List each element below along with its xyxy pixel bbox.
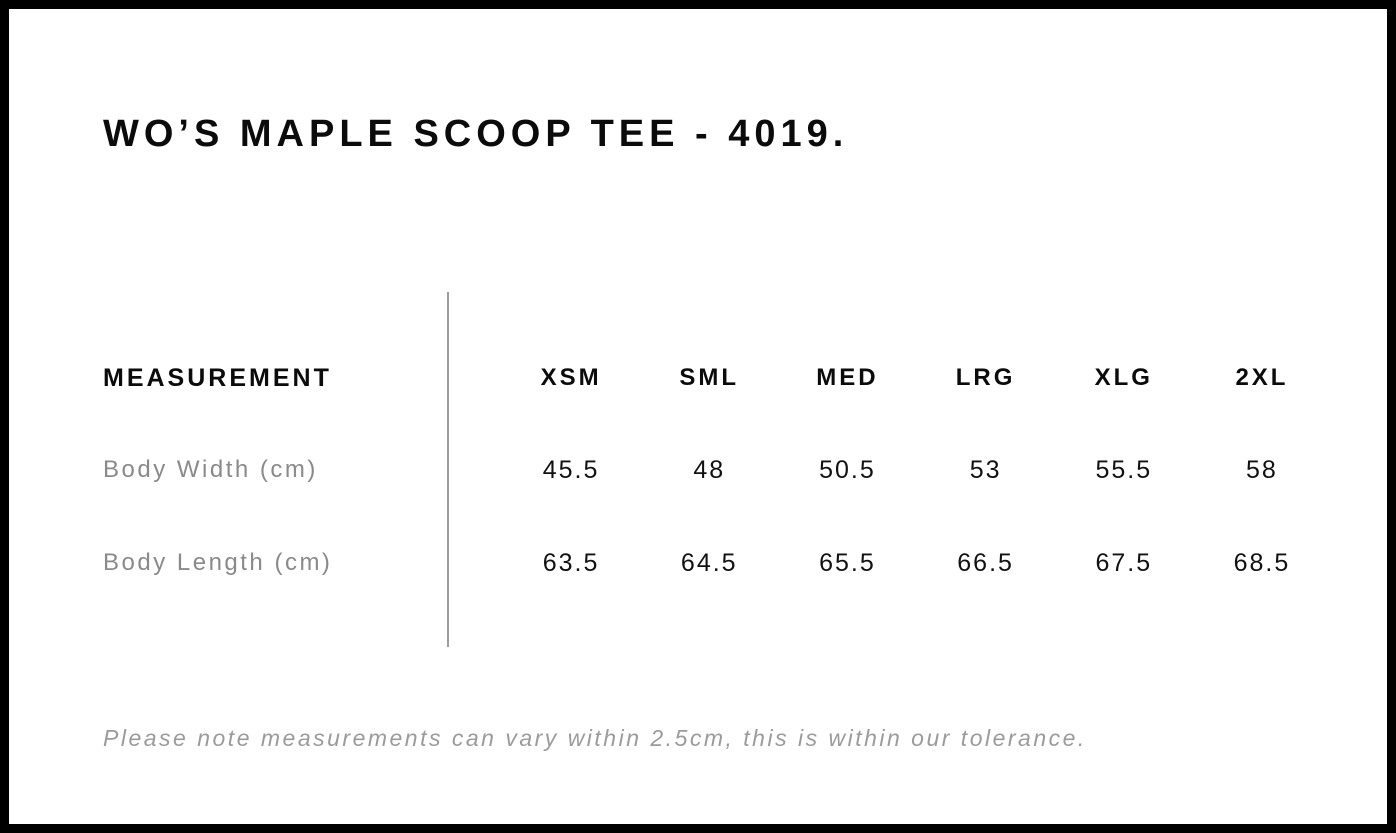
size-value-cell: 67.5 [1095,548,1153,577]
size-value-cell: 68.5 [1233,548,1291,577]
column-header-size-2xl: 2XL [1235,364,1289,391]
column-header-size-xlg: XLG [1094,364,1153,391]
size-value-cell: 64.5 [680,548,738,577]
size-value-cell: 50.5 [819,455,876,484]
size-value-cell: 53 [969,455,1002,484]
size-value-cell: 55.5 [1095,455,1153,484]
row-label-body-length: Body Length (cm) [103,549,333,576]
table-row-body-width: Body Width (cm) 45.5 48 50.5 53 55.5 58 [103,450,1331,490]
column-header-size-lrg: LRG [955,364,1016,391]
column-header-size-sml: SML [679,364,740,391]
column-header-measurement: MEASUREMENT [103,363,332,392]
column-header-size-med: MED [816,364,879,391]
tolerance-note: Please note measurements can vary within… [103,725,1087,751]
size-value-cell: 65.5 [819,548,876,577]
table-row-body-length: Body Length (cm) 63.5 64.5 65.5 66.5 67.… [103,543,1331,583]
size-value-cell: 58 [1246,455,1278,484]
table-header-row: MEASUREMENT XSM SML MED LRG XLG 2XL [103,358,1331,398]
size-value-cell: 48 [693,455,726,484]
column-divider [447,292,449,647]
size-value-cell: 66.5 [957,548,1014,577]
page-title: WO’S MAPLE SCOOP TEE - 4019. [103,113,849,155]
size-value-cell: 63.5 [542,548,600,577]
size-value-cell: 45.5 [542,455,600,484]
size-table: MEASUREMENT XSM SML MED LRG XLG 2XL Body… [103,292,1331,647]
column-header-size-xsm: XSM [540,364,602,391]
row-label-body-width: Body Width (cm) [103,456,318,483]
